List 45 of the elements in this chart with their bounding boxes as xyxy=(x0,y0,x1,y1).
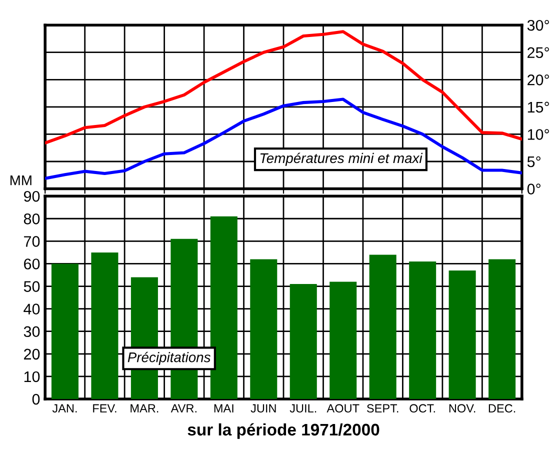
line-series xyxy=(45,30,522,144)
y-tick-label: 20 xyxy=(24,348,40,360)
annotation: Températures mini et maxi xyxy=(260,152,423,166)
bar xyxy=(250,259,278,399)
y-tick-label: 5° xyxy=(527,156,540,168)
bar xyxy=(210,216,238,399)
bar xyxy=(290,284,317,399)
x-tick-label: OCT. xyxy=(410,404,435,413)
y-tick-label: 50 xyxy=(24,281,40,292)
y-tick-label: 20° xyxy=(528,74,549,86)
y-axis-title: MM xyxy=(10,176,32,186)
x-tick-label: MAR. xyxy=(130,404,158,412)
bar xyxy=(409,261,436,399)
line-series xyxy=(45,98,522,180)
x-tick-label: MAI xyxy=(214,404,234,412)
x-tick-label: JAN. xyxy=(52,404,77,413)
x-tick-label: JUIN xyxy=(250,404,276,413)
x-tick-label: AOUT xyxy=(326,404,360,413)
y-tick-label: 0° xyxy=(527,184,540,194)
bar xyxy=(51,264,78,399)
bar xyxy=(448,270,476,399)
y-tick-label: 25° xyxy=(528,47,549,58)
x-tick-label: DEC. xyxy=(488,404,516,413)
y-tick-label: 40 xyxy=(24,304,40,314)
y-tick-label: 60 xyxy=(24,258,40,270)
bar xyxy=(330,282,357,399)
annotation: Précipitations xyxy=(128,352,210,365)
y-tick-label: 10 xyxy=(24,371,40,382)
y-tick-label: 10° xyxy=(528,129,549,140)
y-tick-label: 70 xyxy=(24,236,40,247)
x-tick-label: FEV. xyxy=(93,404,116,412)
x-tick-label: JUIL. xyxy=(290,404,316,413)
y-tick-label: 30° xyxy=(527,20,549,31)
bar xyxy=(488,259,516,399)
x-tick-label: SEPT. xyxy=(366,404,398,413)
x-axis-title: sur la période 1971/2000 xyxy=(188,423,380,439)
y-tick-label: 0 xyxy=(32,394,40,405)
x-tick-label: NOV. xyxy=(449,404,476,413)
x-tick-label: AVR. xyxy=(170,404,196,412)
y-tick-label: 15° xyxy=(528,102,549,113)
y-tick-label: 80 xyxy=(24,213,40,224)
bar xyxy=(91,252,118,399)
y-tick-label: 30 xyxy=(24,326,40,338)
bar xyxy=(369,254,396,399)
y-tick-label: 90 xyxy=(24,190,40,202)
